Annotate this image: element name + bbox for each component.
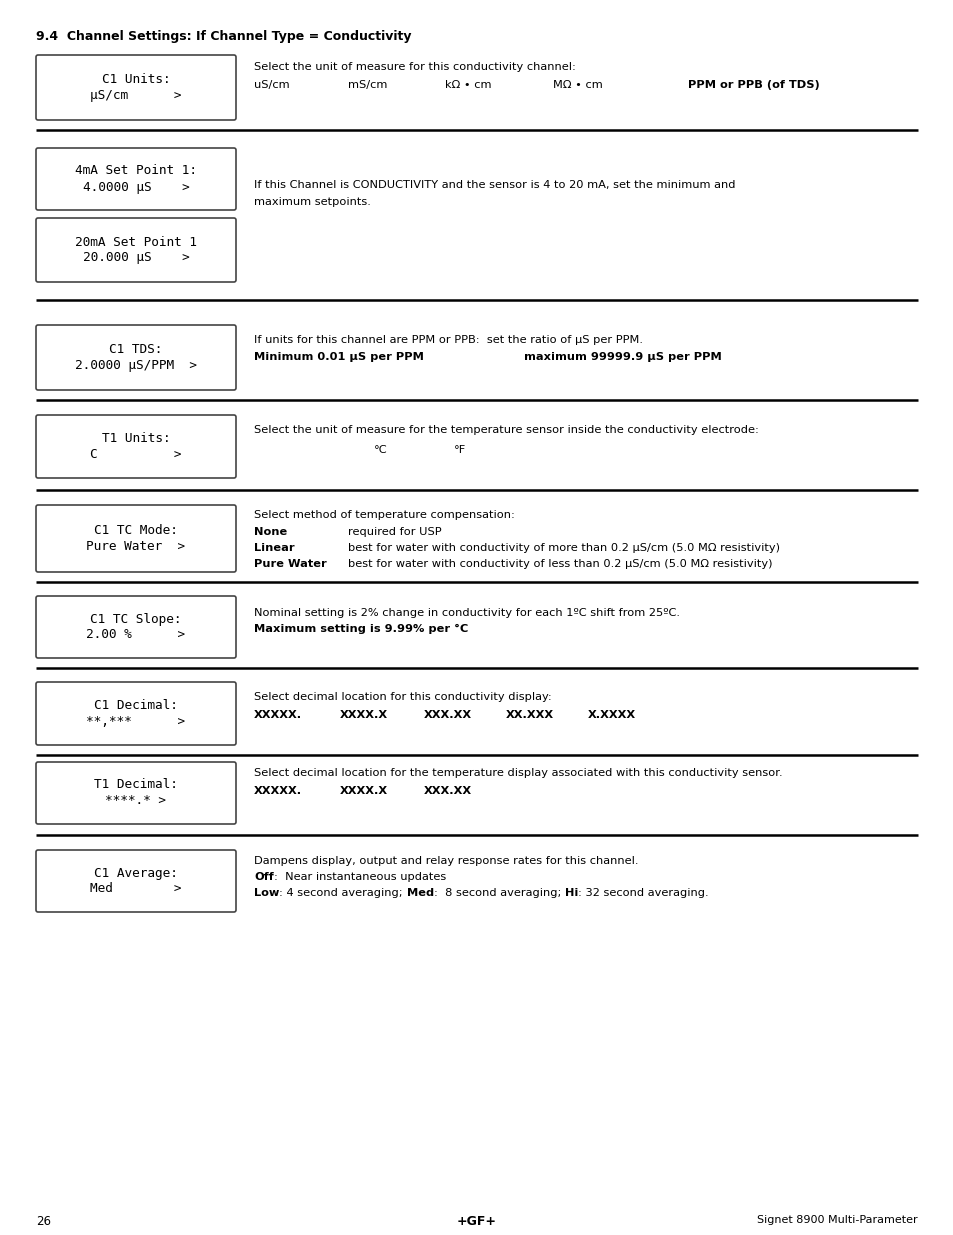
Text: 2.00 %      >: 2.00 % > xyxy=(87,629,186,641)
Text: best for water with conductivity of more than 0.2 μS/cm (5.0 MΩ resistivity): best for water with conductivity of more… xyxy=(348,543,780,553)
Text: 20mA Set Point 1: 20mA Set Point 1 xyxy=(75,236,196,248)
Text: XXX.XX: XXX.XX xyxy=(423,710,472,720)
FancyBboxPatch shape xyxy=(36,682,235,745)
Text: Linear: Linear xyxy=(253,543,294,553)
Text: Hi: Hi xyxy=(564,888,578,898)
Text: XXX.XX: XXX.XX xyxy=(423,785,472,797)
Text: Minimum 0.01 μS per PPM: Minimum 0.01 μS per PPM xyxy=(253,352,423,362)
Text: XXXX.X: XXXX.X xyxy=(339,710,388,720)
Text: maximum setpoints.: maximum setpoints. xyxy=(253,198,371,207)
Text: C1 TC Mode:: C1 TC Mode: xyxy=(94,524,178,537)
Text: 20.000 μS    >: 20.000 μS > xyxy=(83,252,190,264)
Text: PPM or PPB (of TDS): PPM or PPB (of TDS) xyxy=(687,80,819,90)
Text: required for USP: required for USP xyxy=(348,527,441,537)
Text: maximum 99999.9 μS per PPM: maximum 99999.9 μS per PPM xyxy=(523,352,721,362)
Text: Off: Off xyxy=(253,872,274,882)
FancyBboxPatch shape xyxy=(36,850,235,911)
Text: None: None xyxy=(253,527,287,537)
Text: uS/cm: uS/cm xyxy=(253,80,290,90)
Text: If this Channel is CONDUCTIVITY and the sensor is 4 to 20 mA, set the minimum an: If this Channel is CONDUCTIVITY and the … xyxy=(253,180,735,190)
Text: T1 Units:: T1 Units: xyxy=(102,432,171,445)
Text: C1 Average:: C1 Average: xyxy=(94,867,178,879)
Text: 9.4  Channel Settings: If Channel Type = Conductivity: 9.4 Channel Settings: If Channel Type = … xyxy=(36,30,411,43)
Text: Select method of temperature compensation:: Select method of temperature compensatio… xyxy=(253,510,515,520)
Text: 2.0000 μS/PPM  >: 2.0000 μS/PPM > xyxy=(75,359,196,372)
Text: kΩ • cm: kΩ • cm xyxy=(444,80,491,90)
Text: 4.0000 μS    >: 4.0000 μS > xyxy=(83,180,190,194)
FancyBboxPatch shape xyxy=(36,762,235,824)
Text: Low: Low xyxy=(253,888,279,898)
Text: μS/cm      >: μS/cm > xyxy=(91,89,182,103)
Text: Maximum setting is 9.99% per °C: Maximum setting is 9.99% per °C xyxy=(253,624,468,634)
Text: ****.* >: ****.* > xyxy=(106,794,167,808)
Text: C1 TC Slope:: C1 TC Slope: xyxy=(91,613,182,625)
FancyBboxPatch shape xyxy=(36,415,235,478)
Text: 4mA Set Point 1:: 4mA Set Point 1: xyxy=(75,164,196,178)
Text: Med        >: Med > xyxy=(91,883,182,895)
Text: C1 Decimal:: C1 Decimal: xyxy=(94,699,178,713)
Text: X.XXXX: X.XXXX xyxy=(587,710,636,720)
Text: Dampens display, output and relay response rates for this channel.: Dampens display, output and relay respon… xyxy=(253,856,638,866)
Text: XXXX.X: XXXX.X xyxy=(339,785,388,797)
Text: : 4 second averaging;: : 4 second averaging; xyxy=(279,888,406,898)
Text: best for water with conductivity of less than 0.2 μS/cm (5.0 MΩ resistivity): best for water with conductivity of less… xyxy=(348,559,772,569)
Text: Select decimal location for the temperature display associated with this conduct: Select decimal location for the temperat… xyxy=(253,768,781,778)
FancyBboxPatch shape xyxy=(36,505,235,572)
Text: C          >: C > xyxy=(91,448,182,461)
Text: °C: °C xyxy=(374,445,387,454)
Text: T1 Decimal:: T1 Decimal: xyxy=(94,778,178,792)
Text: Nominal setting is 2% change in conductivity for each 1ºC shift from 25ºC.: Nominal setting is 2% change in conducti… xyxy=(253,608,679,618)
Text: Select the unit of measure for this conductivity channel:: Select the unit of measure for this cond… xyxy=(253,62,576,72)
Text: °F: °F xyxy=(454,445,466,454)
FancyBboxPatch shape xyxy=(36,597,235,658)
Text: Select the unit of measure for the temperature sensor inside the conductivity el: Select the unit of measure for the tempe… xyxy=(253,425,758,435)
FancyBboxPatch shape xyxy=(36,219,235,282)
FancyBboxPatch shape xyxy=(36,325,235,390)
Text: MΩ • cm: MΩ • cm xyxy=(553,80,602,90)
Text: :  Near instantaneous updates: : Near instantaneous updates xyxy=(274,872,446,882)
Text: +GF+: +GF+ xyxy=(456,1215,497,1228)
Text: **,***      >: **,*** > xyxy=(87,715,186,727)
Text: Pure Water  >: Pure Water > xyxy=(87,540,186,553)
Text: Med: Med xyxy=(406,888,434,898)
Text: mS/cm: mS/cm xyxy=(348,80,387,90)
Text: :  8 second averaging;: : 8 second averaging; xyxy=(434,888,564,898)
Text: XXXXX.: XXXXX. xyxy=(253,785,302,797)
Text: XXXXX.: XXXXX. xyxy=(253,710,302,720)
Text: Pure Water: Pure Water xyxy=(253,559,327,569)
Text: If units for this channel are PPM or PPB:  set the ratio of μS per PPM.: If units for this channel are PPM or PPB… xyxy=(253,335,642,345)
Text: C1 TDS:: C1 TDS: xyxy=(110,343,163,356)
Text: Select decimal location for this conductivity display:: Select decimal location for this conduct… xyxy=(253,692,551,701)
Text: XX.XXX: XX.XXX xyxy=(505,710,554,720)
Text: Signet 8900 Multi-Parameter: Signet 8900 Multi-Parameter xyxy=(757,1215,917,1225)
Text: : 32 second averaging.: : 32 second averaging. xyxy=(578,888,708,898)
FancyBboxPatch shape xyxy=(36,148,235,210)
Text: 26: 26 xyxy=(36,1215,51,1228)
Text: C1 Units:: C1 Units: xyxy=(102,73,171,86)
FancyBboxPatch shape xyxy=(36,56,235,120)
